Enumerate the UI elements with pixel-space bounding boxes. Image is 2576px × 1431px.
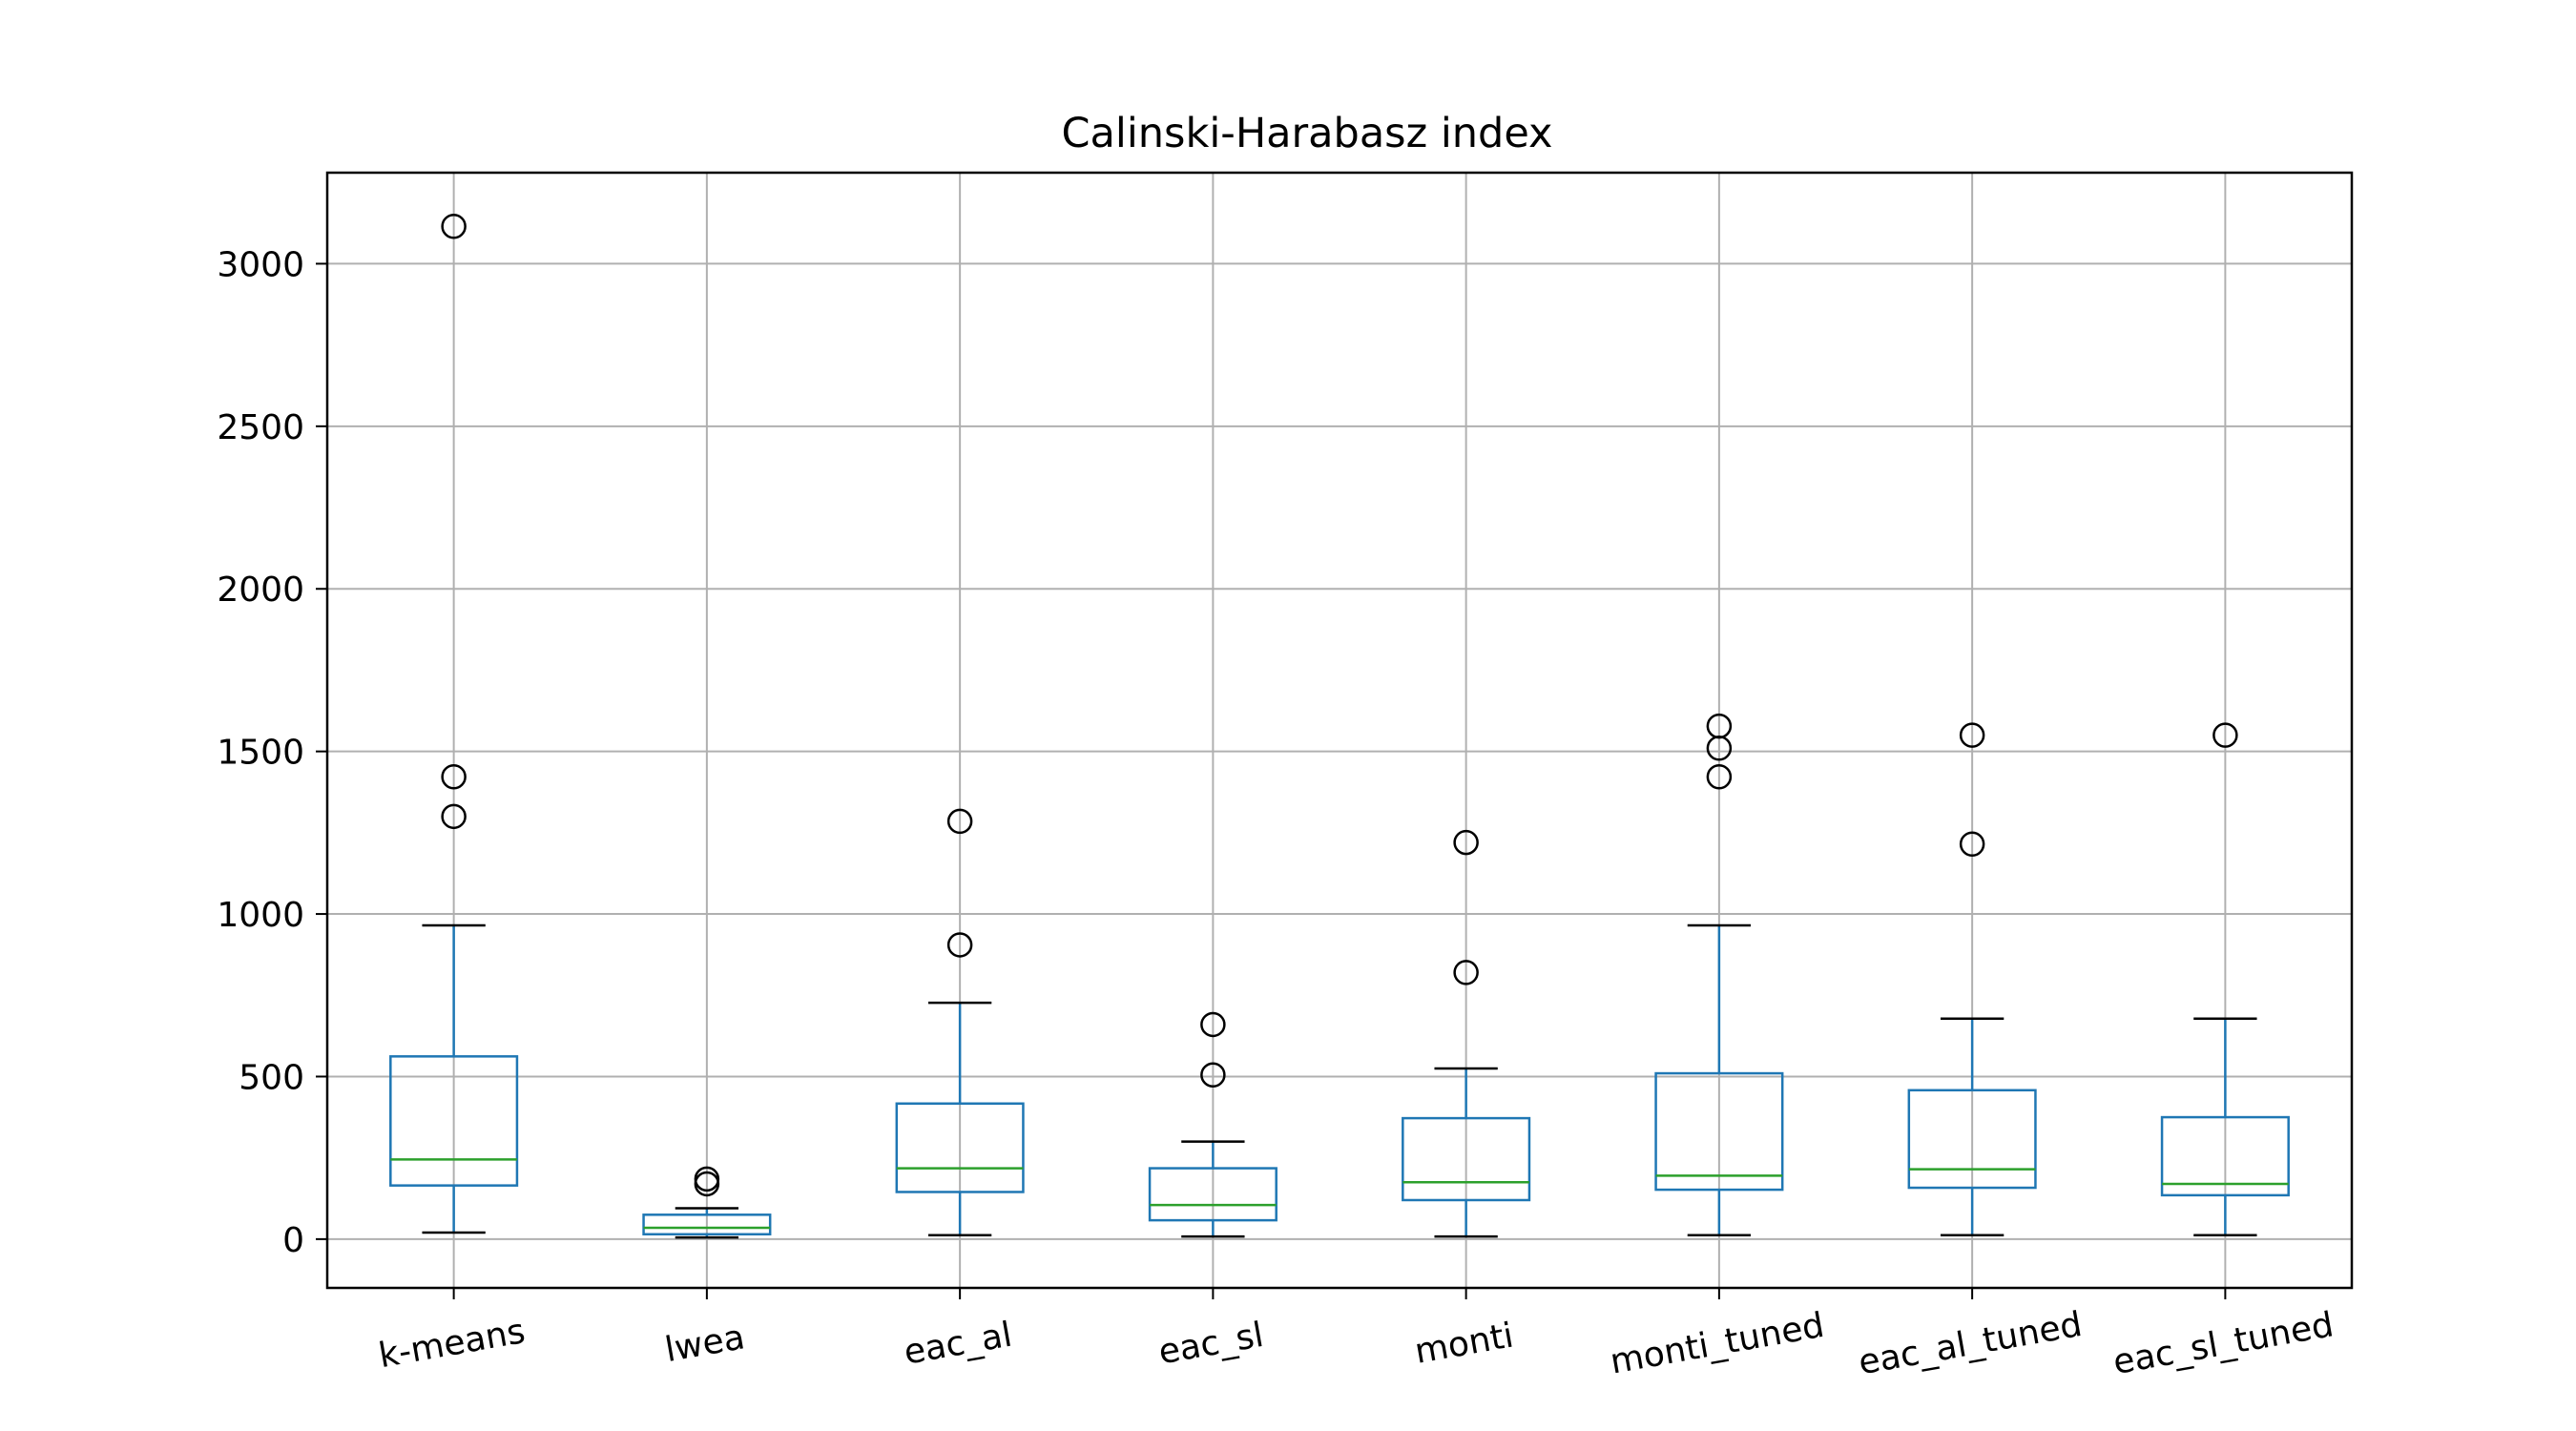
- box-group-k-means: [389, 213, 519, 1234]
- x-tick-label: eac_sl_tuned: [2110, 1305, 2337, 1382]
- outlier-point: [1453, 960, 1479, 985]
- x-tick-label: monti_tuned: [1608, 1306, 1827, 1382]
- grid-lines: [327, 173, 2352, 1288]
- outlier-point: [441, 763, 467, 790]
- outlier-point: [1959, 722, 1985, 748]
- boxes-layer: [389, 213, 2290, 1239]
- x-axis: k-means lwea eac_al eac_sl monti monti_tuned e…: [376, 1288, 2337, 1382]
- outlier-point: [441, 213, 467, 239]
- outlier-point: [946, 808, 973, 835]
- outlier-point: [441, 803, 467, 830]
- box-iqr: [2160, 1115, 2290, 1197]
- chart-title: Calinski-Harabasz index: [1062, 110, 1553, 157]
- x-tick-label: eac_al: [901, 1316, 1014, 1373]
- box-iqr: [389, 1055, 519, 1187]
- box-iqr: [642, 1213, 772, 1236]
- outlier-point: [1706, 763, 1733, 790]
- box-iqr: [1148, 1167, 1278, 1222]
- x-tick-label: monti: [1412, 1316, 1517, 1371]
- box-group-eac_al_tuned: [1907, 722, 2037, 1237]
- box-group-eac_al: [895, 808, 1025, 1237]
- outlier-point: [1959, 831, 1985, 858]
- outlier-point: [1706, 713, 1733, 739]
- box-group-monti: [1402, 829, 1531, 1238]
- outlier-point: [1200, 1062, 1226, 1089]
- x-tick-label: eac_al_tuned: [1856, 1305, 2085, 1382]
- box-iqr: [895, 1102, 1025, 1193]
- y-axis: 0 500 1000 1500 2000 2500 3000: [217, 245, 327, 1260]
- y-tick-label: 1500: [217, 734, 304, 773]
- x-tick-label: eac_sl: [1155, 1316, 1266, 1373]
- x-tick-label: lwea: [662, 1317, 748, 1370]
- outlier-point: [2212, 722, 2238, 748]
- outlier-point: [694, 1166, 720, 1192]
- plot-area-frame: [325, 171, 2354, 1290]
- box-group-lwea: [642, 1166, 772, 1239]
- y-tick-label: 0: [282, 1221, 304, 1260]
- y-tick-label: 2500: [217, 408, 304, 447]
- box-group-monti_tuned: [1654, 713, 1784, 1237]
- outlier-point: [1453, 829, 1479, 856]
- x-tick-label: k-means: [376, 1312, 528, 1376]
- box-group-eac_sl: [1148, 1011, 1278, 1238]
- outlier-point: [946, 932, 973, 958]
- y-tick-label: 2000: [217, 570, 304, 610]
- box-iqr: [1907, 1089, 2037, 1190]
- y-tick-label: 500: [239, 1058, 304, 1097]
- box-group-eac_sl_tuned: [2160, 722, 2290, 1237]
- y-tick-label: 1000: [217, 896, 304, 935]
- y-tick-label: 3000: [217, 245, 304, 284]
- box-iqr: [1654, 1071, 1784, 1192]
- outlier-point: [1200, 1011, 1226, 1038]
- box-iqr: [1402, 1116, 1531, 1202]
